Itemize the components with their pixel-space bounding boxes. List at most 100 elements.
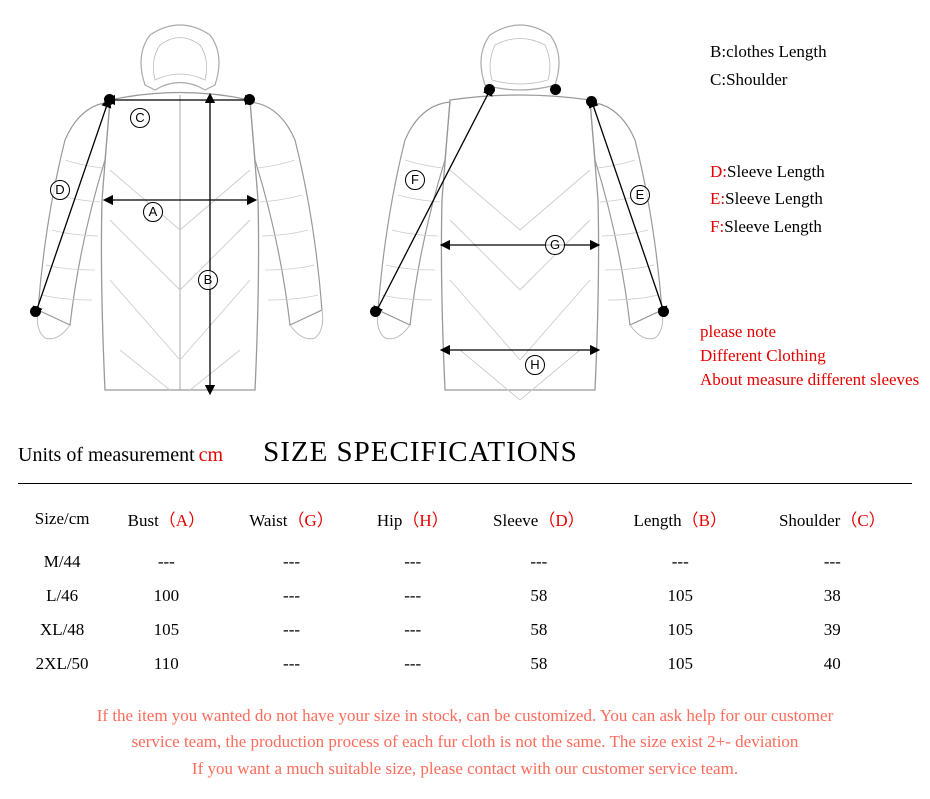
table-cell: 105 — [609, 647, 752, 681]
spacer — [710, 96, 827, 156]
note-block: please note Different Clothing About mea… — [700, 320, 919, 391]
legend-key: C: — [710, 70, 726, 89]
legend-f: F:Sleeve Length — [710, 215, 827, 239]
table-cell: 58 — [469, 579, 609, 613]
table-row: L/46100------5810538 — [18, 579, 913, 613]
legend-val: clothes Length — [726, 42, 827, 61]
footer-line: If you want a much suitable size, please… — [28, 756, 902, 782]
legend-c: C:Shoulder — [710, 68, 827, 92]
table-row: 2XL/50110------5810540 — [18, 647, 913, 681]
note-line: Different Clothing — [700, 344, 919, 368]
table-cell: L/46 — [18, 579, 106, 613]
table-cell: --- — [469, 545, 609, 579]
size-chart-infographic: C A B D — [0, 0, 930, 799]
jacket-diagrams: C A B D — [0, 0, 700, 430]
legend-key: F: — [710, 217, 724, 236]
spec-title: SIZE SPECIFICATIONS — [263, 436, 578, 469]
legend-val: Sleeve Length — [724, 217, 822, 236]
col-ref: （D） — [538, 511, 584, 530]
legend-val: Sleeve Length — [725, 189, 823, 208]
col-length: Length（B） — [609, 500, 752, 545]
col-label: Length — [633, 511, 681, 530]
jacket-back: F E G H — [350, 20, 690, 410]
table-cell: 58 — [469, 647, 609, 681]
table-cell: --- — [752, 545, 913, 579]
table-cell: --- — [609, 545, 752, 579]
table-cell: --- — [226, 647, 356, 681]
header-row: Units of measurement cm SIZE SPECIFICATI… — [0, 430, 930, 479]
note-line: About measure different sleeves — [700, 368, 919, 392]
legend-e: E:Sleeve Length — [710, 187, 827, 211]
dot — [658, 306, 669, 317]
footer-line: If the item you wanted do not have your … — [28, 703, 902, 729]
table-cell: --- — [226, 579, 356, 613]
col-label: Shoulder — [779, 511, 840, 530]
marker-e: E — [630, 185, 650, 205]
size-table: Size/cm Bust（A） Waist（G） Hip（H） Sleeve（D… — [18, 500, 913, 681]
col-label: Waist — [249, 511, 287, 530]
col-waist: Waist（G） — [226, 500, 356, 545]
table-cell: 39 — [752, 613, 913, 647]
col-label: Bust — [128, 511, 159, 530]
dot — [370, 306, 381, 317]
marker-a: A — [143, 202, 163, 222]
table-cell: --- — [226, 613, 356, 647]
legend-b: B:clothes Length — [710, 40, 827, 64]
dot — [30, 306, 41, 317]
col-label: Sleeve — [493, 511, 538, 530]
table-cell: --- — [106, 545, 226, 579]
legend-key: B: — [710, 42, 726, 61]
legend-val: Sleeve Length — [727, 162, 825, 181]
jacket-front: C A B D — [10, 20, 350, 410]
footer-note: If the item you wanted do not have your … — [28, 703, 902, 782]
table-cell: --- — [357, 579, 469, 613]
table-cell: 105 — [609, 579, 752, 613]
table-header-row: Size/cm Bust（A） Waist（G） Hip（H） Sleeve（D… — [18, 500, 913, 545]
col-sleeve: Sleeve（D） — [469, 500, 609, 545]
note-line: please note — [700, 320, 919, 344]
table-body: M/44------------------L/46100------58105… — [18, 545, 913, 681]
col-label: Hip — [377, 511, 403, 530]
table-cell: 105 — [106, 613, 226, 647]
table-cell: 38 — [752, 579, 913, 613]
col-label: Size/cm — [35, 509, 90, 528]
col-hip: Hip（H） — [357, 500, 469, 545]
table-cell: 100 — [106, 579, 226, 613]
table-cell: --- — [226, 545, 356, 579]
marker-f: F — [405, 170, 425, 190]
col-ref: （A） — [159, 511, 205, 530]
dot — [550, 84, 561, 95]
diagram-section: C A B D — [0, 0, 930, 430]
table-cell: 110 — [106, 647, 226, 681]
table-cell: M/44 — [18, 545, 106, 579]
col-ref: （B） — [682, 511, 727, 530]
col-ref: （G） — [288, 511, 334, 530]
dot — [484, 84, 495, 95]
table-cell: 58 — [469, 613, 609, 647]
units-label: Units of measurement — [18, 444, 195, 467]
jacket-front-svg — [10, 20, 350, 420]
jacket-back-svg — [350, 20, 690, 420]
units-unit: cm — [199, 444, 223, 467]
legend-key: E: — [710, 189, 725, 208]
table-cell: 2XL/50 — [18, 647, 106, 681]
col-size: Size/cm — [18, 500, 106, 545]
table-cell: 105 — [609, 613, 752, 647]
table-cell: --- — [357, 613, 469, 647]
dot — [586, 96, 597, 107]
dot — [244, 94, 255, 105]
marker-d: D — [50, 180, 70, 200]
legend: B:clothes Length C:Shoulder D:Sleeve Len… — [710, 40, 827, 243]
legend-d: D:Sleeve Length — [710, 160, 827, 184]
marker-b: B — [198, 270, 218, 290]
col-ref: （H） — [402, 511, 448, 530]
col-bust: Bust（A） — [106, 500, 226, 545]
table-cell: 40 — [752, 647, 913, 681]
table-row: XL/48105------5810539 — [18, 613, 913, 647]
legend-key: D: — [710, 162, 727, 181]
dot — [104, 94, 115, 105]
footer-line: service team, the production process of … — [28, 729, 902, 755]
table-cell: --- — [357, 647, 469, 681]
table-row: M/44------------------ — [18, 545, 913, 579]
marker-h: H — [525, 355, 545, 375]
